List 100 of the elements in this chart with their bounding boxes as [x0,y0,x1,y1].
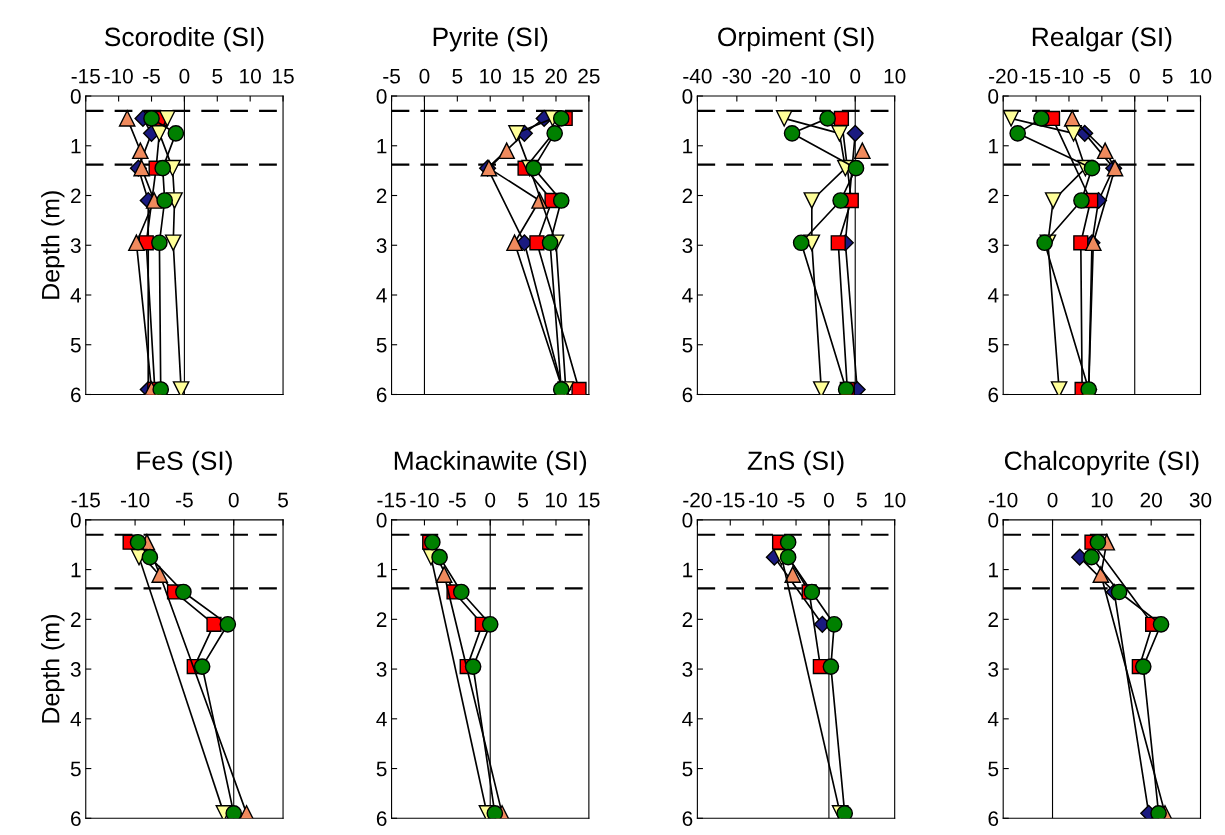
y-tick-label: 6 [376,811,387,827]
x-tick-label: -30 [722,68,752,84]
y-tick-label: 4 [682,712,693,727]
x-tick-label: -15 [1021,69,1051,84]
y-tick-label: 2 [376,188,387,204]
y-tick-label: 1 [71,138,81,154]
chart-title: Pyrite (SI) [433,26,548,52]
x-tick-label: -20 [762,68,791,84]
x-tick-label: 15 [513,69,534,84]
chart-title: Mackinawite (SI) [394,450,587,476]
y-tick-label: 5 [988,337,999,353]
x-tick-label: 10 [884,68,906,84]
y-tick-label: 2 [71,612,81,627]
y-tick-label: 1 [683,138,693,154]
x-tick-label: 5 [1162,69,1173,84]
y-tick-label: 3 [682,238,693,254]
y-tick-label: 4 [376,288,387,303]
x-tick-label: -5 [176,492,193,508]
y-tick-label: 4 [987,712,999,727]
x-tick-label: 5 [452,69,463,84]
y-tick-label: 6 [376,387,387,403]
x-tick-label: 0 [228,492,239,508]
x-tick-label: 5 [856,492,867,508]
chart-title: Orpiment (SI) [718,26,874,52]
y-tick-label: 0 [988,512,999,528]
y-tick-label: 6 [988,811,999,827]
y-tick-label: 1 [989,562,999,578]
y-tick-label: 3 [988,662,999,677]
x-tick-label: 15 [273,69,294,84]
x-tick-label: -10 [104,68,133,84]
x-tick-label: 20 [1140,492,1162,508]
y-tick-label: 6 [682,387,693,403]
x-tick-label: -10 [120,492,150,508]
y-tick-label: 0 [682,89,693,104]
x-tick-label: 20 [545,68,567,84]
x-tick-label: -15 [377,492,406,508]
x-tick-label: 5 [278,492,288,508]
chart-title: FeS (SI) [137,450,232,476]
x-tick-label: -5 [1093,69,1111,84]
x-tick-label: -15 [71,69,100,84]
x-tick-label: 0 [823,492,834,508]
x-tick-label: 10 [1091,492,1113,508]
x-tick-label: 15 [578,492,600,508]
y-tick-label: 4 [682,288,693,303]
y-tick-label: 2 [71,188,81,204]
y-tick-label: 3 [70,238,81,254]
x-tick-label: 10 [240,68,261,84]
y-tick-label: 1 [989,138,999,154]
y-tick-label: 0 [70,89,81,104]
y-tick-label: 2 [988,188,998,204]
x-tick-label: 30 [1189,492,1212,508]
y-axis-title: Depth (m) [41,191,65,299]
y-tick-label: 4 [70,288,81,303]
x-tick-label: 5 [212,69,223,84]
x-tick-label: -15 [716,492,745,508]
x-tick-label: 10 [1190,68,1212,84]
x-tick-label: -10 [989,492,1018,508]
x-tick-label: 10 [884,492,906,508]
y-tick-label: 5 [70,337,81,353]
x-tick-label: -5 [143,69,160,84]
y-tick-label: 3 [376,238,387,254]
y-tick-label: 6 [71,387,81,403]
y-tick-label: 2 [988,612,998,627]
y-tick-label: 3 [988,238,999,254]
x-tick-label: -10 [801,68,831,84]
x-tick-label: 0 [419,68,430,84]
y-tick-label: 4 [376,712,387,727]
y-tick-label: 2 [376,612,387,627]
y-tick-label: 0 [988,89,999,104]
x-tick-label: 0 [850,68,861,84]
chart-title: ZnS (SI) [747,450,844,476]
y-tick-label: 5 [682,337,693,353]
y-tick-label: 0 [70,512,81,528]
x-tick-label: 0 [1047,492,1058,508]
y-tick-label: 0 [376,89,387,104]
y-tick-label: 4 [70,712,81,727]
x-tick-label: 5 [518,492,529,508]
y-axis-title: Depth (m) [41,615,65,723]
y-tick-label: 4 [987,288,999,303]
x-tick-label: -10 [1054,68,1084,84]
y-tick-label: 1 [683,562,693,578]
x-tick-label: -20 [989,68,1018,84]
x-tick-label: -40 [683,68,712,84]
chart-title: Realgar (SI) [1032,26,1172,52]
y-tick-label: 2 [682,612,693,627]
y-tick-label: 5 [682,761,693,777]
y-tick-label: 6 [988,387,999,403]
x-tick-label: -15 [71,492,100,508]
y-tick-label: 0 [376,512,387,528]
y-tick-label: 1 [71,562,81,578]
x-tick-label: 10 [480,68,501,84]
x-tick-label: -10 [410,492,439,508]
x-tick-label: -20 [683,492,712,508]
x-tick-label: 0 [485,492,496,508]
y-tick-label: 5 [988,761,999,777]
y-tick-label: 3 [70,662,81,677]
x-tick-label: -5 [787,492,805,508]
y-tick-label: 3 [682,662,693,677]
y-tick-label: 5 [376,761,387,777]
chart-title: Chalcopyrite (SI) [1004,450,1199,476]
